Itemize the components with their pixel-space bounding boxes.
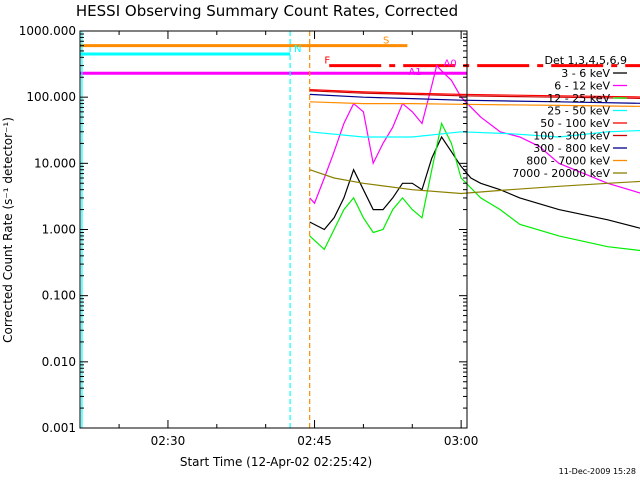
legend-entry-label: 50 - 100 keV [540, 117, 610, 130]
flag-annotation: A0 [444, 59, 457, 70]
series-line [309, 64, 640, 205]
x-tick-label: 03:00 [444, 434, 479, 448]
legend-entry-label: 7000 - 20000 keV [512, 167, 610, 180]
y-tick-label: 1.000 [42, 223, 76, 237]
legend-entry-label: 6 - 12 keV [554, 80, 610, 93]
y-tick-label: 0.001 [42, 421, 76, 435]
x-tick-label: 02:30 [151, 434, 186, 448]
chart-title: HESSI Observing Summary Count Rates, Cor… [76, 2, 458, 20]
series-line [309, 89, 640, 98]
x-axis-label: Start Time (12-Apr-02 02:25:42) [180, 455, 372, 469]
annotations: S N F A1 A0 [294, 36, 457, 79]
series-line [309, 101, 640, 107]
plot-frame [79, 30, 468, 429]
x-tick-label: 02:45 [297, 434, 332, 448]
y-tick-label: 10.000 [34, 156, 76, 170]
y-axis-label: Corrected Count Rate (s⁻¹ detector⁻¹) [1, 117, 15, 343]
y-tick-label: 1000.000 [19, 24, 76, 38]
series-line [309, 90, 640, 99]
legend-entry-label: 300 - 800 keV [533, 142, 610, 155]
legend-entry-label: 25 - 50 keV [547, 105, 610, 118]
series-line [309, 129, 640, 138]
flag-annotation: A1 [408, 67, 421, 78]
y-tick-label: 100.000 [26, 90, 76, 104]
y-axis: 1000.000 100.000 10.000 1.000 0.100 0.010 0.00… [19, 24, 467, 435]
legend-entry-label: 12 - 25 keV [547, 92, 610, 105]
timestamp: 11-Dec-2009 15:28 [559, 467, 636, 476]
legend-entry-label: 100 - 300 keV [533, 130, 610, 143]
series-line [309, 135, 640, 231]
data-series [309, 64, 640, 252]
flag-lines [80, 44, 640, 75]
legend-title: Det 1,3,4,5,6,9 [544, 54, 627, 67]
x-axis: 02:30 02:45 03:00 [118, 31, 479, 448]
y-tick-label: 0.100 [42, 289, 76, 303]
series-line [309, 93, 640, 104]
flag-annotation: N [294, 44, 301, 55]
flag-annotation: F [324, 56, 330, 67]
series-line [309, 121, 640, 252]
legend-entry-label: 3 - 6 keV [561, 67, 610, 80]
y-tick-label: 0.010 [42, 355, 76, 369]
flag-annotation: S [383, 36, 389, 47]
series-line [309, 169, 640, 195]
legend-entry-label: 800 - 7000 keV [526, 155, 610, 168]
